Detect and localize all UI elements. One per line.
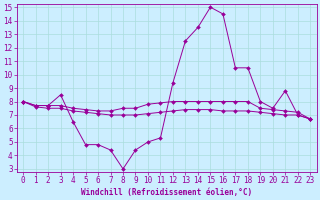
X-axis label: Windchill (Refroidissement éolien,°C): Windchill (Refroidissement éolien,°C) bbox=[81, 188, 252, 197]
